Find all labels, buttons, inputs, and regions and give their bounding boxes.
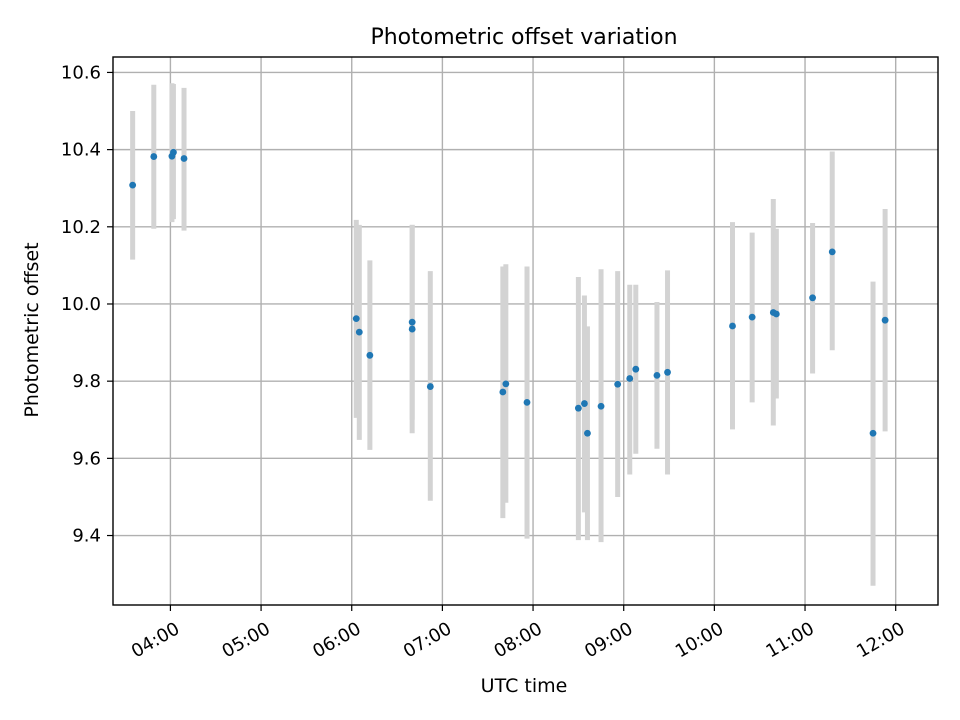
x-axis-label: UTC time [481, 675, 568, 697]
y-axis-label: Photometric offset [21, 242, 43, 417]
data-point [626, 375, 634, 382]
data-point [574, 404, 582, 412]
data-point [881, 316, 889, 324]
data-point [597, 402, 605, 410]
data-point [352, 315, 360, 323]
data-point [426, 383, 434, 390]
data-point [408, 318, 416, 326]
y-tick-label: 10.6 [61, 62, 101, 83]
axis-ticks: 04:00 05:00 06:00 07:00 08:00 09:00 10:00 11:00… [61, 62, 909, 662]
plot-frame [112, 56, 939, 606]
data-point [355, 328, 363, 336]
data-point [729, 322, 736, 330]
y-tick-label: 9.6 [72, 448, 101, 469]
data-point [614, 380, 622, 388]
data-point [502, 380, 510, 388]
data-point [584, 429, 591, 437]
data-point [180, 155, 188, 162]
data-point [150, 153, 158, 160]
y-tick-label: 10.4 [61, 140, 101, 161]
y-tick-label: 9.8 [72, 371, 101, 392]
data-point [828, 248, 836, 256]
data-point [499, 388, 507, 396]
data-point [869, 429, 877, 437]
data-point [632, 365, 640, 373]
data-point [170, 148, 177, 156]
chart-title: Photometric offset variation [370, 25, 677, 50]
y-tick-label: 10.2 [61, 217, 101, 238]
data-point [653, 371, 661, 379]
data-point [408, 325, 416, 333]
data-points [129, 148, 889, 437]
y-tick-label: 9.4 [72, 526, 101, 547]
data-point [129, 181, 137, 189]
data-point [772, 310, 780, 318]
data-point [366, 351, 374, 359]
data-point [581, 400, 588, 407]
data-point [809, 294, 816, 302]
data-point [523, 398, 531, 406]
y-tick-label: 10.0 [61, 294, 101, 315]
data-point [748, 313, 756, 321]
data-point [664, 368, 671, 376]
